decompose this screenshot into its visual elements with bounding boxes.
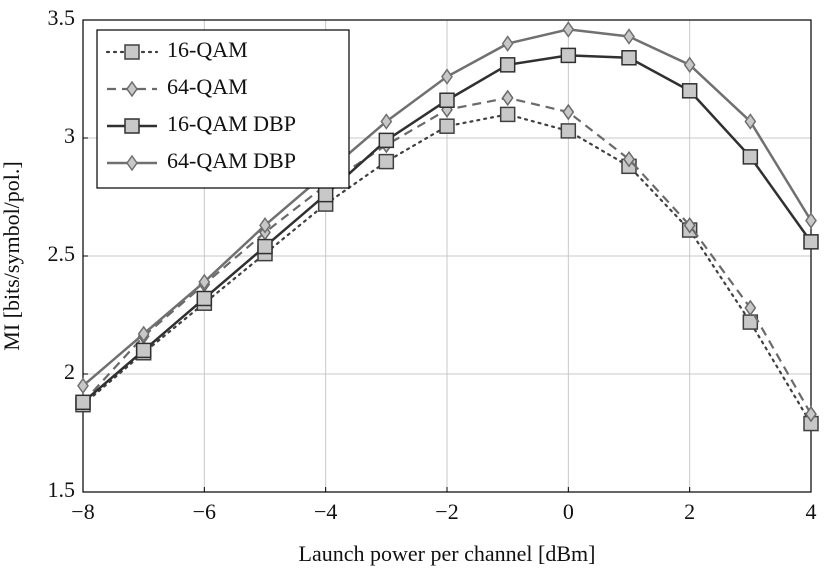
y-tick-label: 1.5	[48, 477, 76, 502]
x-tick-label: −2	[435, 499, 458, 524]
marker	[135, 342, 152, 359]
x-tick-label: −4	[314, 499, 337, 524]
marker	[257, 238, 273, 255]
marker	[683, 56, 696, 74]
marker	[75, 394, 91, 411]
y-tick-label: 2	[64, 359, 75, 384]
marker	[196, 290, 213, 307]
marker	[562, 103, 575, 121]
marker	[501, 89, 514, 107]
marker	[744, 299, 757, 317]
legend: 16-QAM 64-QAM 16-QAM DBP 64-QAM DBP	[96, 29, 350, 189]
x-tick-label: −6	[193, 499, 216, 524]
marker	[77, 377, 89, 395]
marker	[499, 57, 516, 73]
plot-frame	[82, 19, 812, 493]
y-axis-label: MI [bits/symbol/pol.]	[0, 161, 24, 350]
x-tick-label: 0	[563, 499, 574, 524]
y-tick-label: 3.5	[48, 5, 76, 30]
y-tick-label: 3	[64, 123, 75, 148]
y-tick-label: 2.5	[48, 241, 76, 266]
marker	[562, 21, 575, 38]
marker	[439, 92, 455, 108]
marker	[124, 118, 140, 134]
marker	[621, 50, 637, 66]
marker	[742, 149, 759, 165]
marker	[681, 83, 698, 99]
marker	[805, 405, 817, 423]
marker	[126, 154, 138, 172]
x-tick-label: 4	[806, 499, 817, 524]
marker	[439, 118, 455, 134]
marker	[805, 212, 817, 229]
marker	[380, 113, 393, 130]
marker	[623, 28, 635, 45]
marker	[501, 35, 514, 52]
marker	[126, 80, 138, 98]
legend-label: 64-QAM	[167, 74, 248, 99]
marker	[499, 106, 516, 123]
legend-label: 16-QAM	[167, 37, 248, 62]
x-tick-label: −8	[71, 499, 94, 524]
x-tick-label: 2	[684, 499, 695, 524]
marker	[317, 186, 334, 203]
marker	[259, 217, 271, 234]
marker	[378, 153, 395, 170]
marker	[683, 217, 696, 234]
legend-label: 16-QAM DBP	[167, 111, 296, 136]
marker	[124, 44, 140, 60]
marker	[560, 123, 577, 139]
marker	[378, 132, 395, 149]
legend-label: 64-QAM DBP	[167, 148, 296, 173]
marker	[441, 68, 453, 85]
marker	[623, 150, 635, 168]
x-axis-label: Launch power per channel [dBm]	[299, 541, 596, 566]
marker	[803, 234, 819, 250]
marker	[137, 325, 150, 343]
marker	[198, 273, 211, 291]
marker	[744, 113, 757, 130]
marker	[560, 47, 577, 64]
